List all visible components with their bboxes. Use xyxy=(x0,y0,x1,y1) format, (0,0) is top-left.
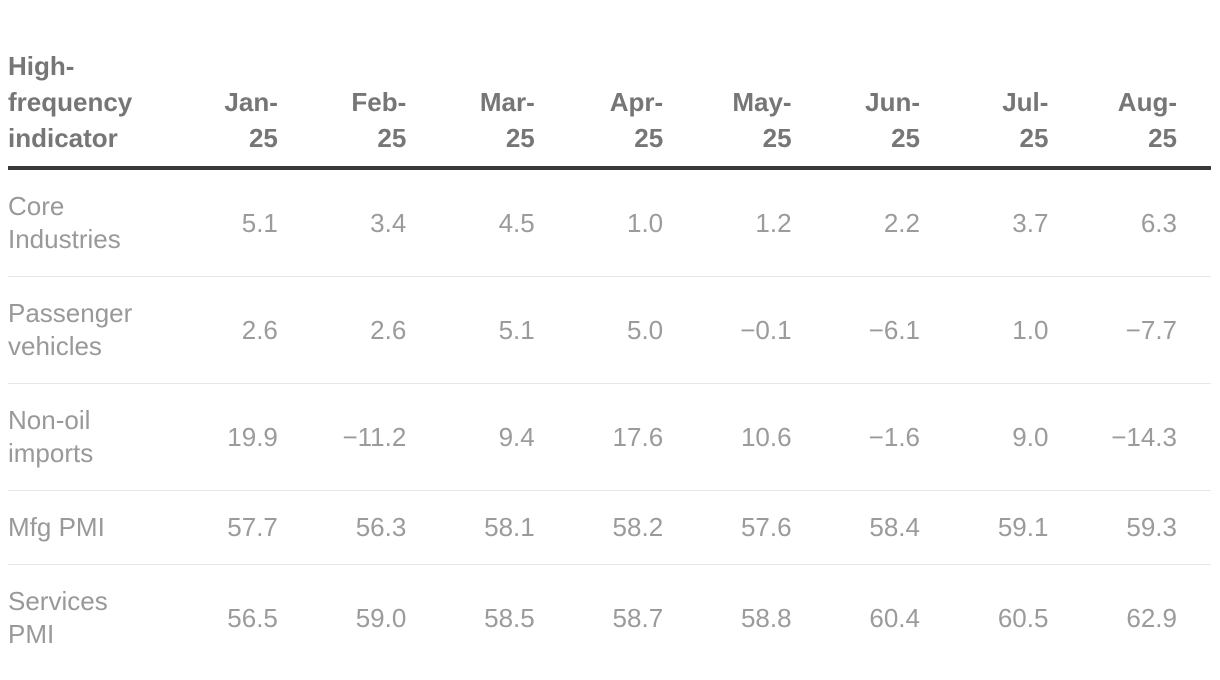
value-cell: −1.6 xyxy=(868,421,920,452)
value-cell: 58.5 xyxy=(484,602,535,633)
value-cell: 60.5 xyxy=(997,602,1049,633)
value-cell: 5.1 xyxy=(241,207,278,238)
value-cell: −14.3 xyxy=(1111,421,1177,452)
row-label-text: Passenger vehicles xyxy=(8,298,133,361)
value-cell: −11.2 xyxy=(342,421,407,452)
table-body: Core Industries 5.1 3.4 4.5 1.0 1.2 2.2 3.7 6.3 P… xyxy=(8,168,1211,671)
value-cell: 3.4 xyxy=(370,207,407,238)
row-label-text: Core Industries xyxy=(8,191,121,254)
table-head: High-frequency indicator Jan- 25 Feb- 25 M… xyxy=(8,48,1211,170)
page: High-frequency indicator Jan- 25 Feb- 25 M… xyxy=(0,48,1220,680)
row-label-text: Non-oil imports xyxy=(8,405,94,468)
value-cell: −6.1 xyxy=(868,314,920,345)
value-cell: 3.7 xyxy=(1012,207,1049,238)
value-cell: 4.5 xyxy=(498,207,535,238)
value-cell: 9.0 xyxy=(1012,421,1049,452)
value-cell: 58.7 xyxy=(612,602,664,633)
value-cell: 62.9 xyxy=(1126,602,1177,633)
col-header-indicator-label: High-frequency indicator xyxy=(8,51,133,153)
row-label: Core Industries xyxy=(8,168,149,277)
value-cell: 57.6 xyxy=(740,512,792,542)
value-cell: 58.4 xyxy=(869,512,920,542)
table-row: Passenger vehicles 2.6 2.6 5.1 5.0 −0.1 −6.1 1.… xyxy=(8,277,1211,384)
col-header-month: Mar- 25 xyxy=(406,48,535,170)
high-frequency-indicators-table: High-frequency indicator Jan- 25 Feb- 25 M… xyxy=(8,48,1211,671)
value-cell: 56.5 xyxy=(227,602,278,633)
value-cell: 9.4 xyxy=(498,421,535,452)
value-cell: 1.0 xyxy=(627,207,664,238)
col-header-month: Aug- 25 xyxy=(1048,48,1211,170)
value-cell: 58.1 xyxy=(484,512,535,542)
value-cell: −7.7 xyxy=(1125,314,1177,345)
col-header-month: May- 25 xyxy=(663,48,792,170)
col-header-month: Jun- 25 xyxy=(791,48,920,170)
col-header-month: Jan- 25 xyxy=(149,48,278,170)
value-cell: 58.8 xyxy=(740,602,792,633)
row-label: Services PMI xyxy=(8,565,149,672)
table-row: Core Industries 5.1 3.4 4.5 1.0 1.2 2.2 3.7 6.3 xyxy=(8,168,1211,277)
value-cell: 5.1 xyxy=(498,314,535,345)
value-cell: 6.3 xyxy=(1140,207,1177,238)
col-header-month: Apr- 25 xyxy=(534,48,664,170)
value-cell: 2.2 xyxy=(883,207,920,238)
table-row: Services PMI 56.5 59.0 58.5 58.7 58.8 60.4 60.5… xyxy=(8,565,1211,672)
table-row: Mfg PMI 57.7 56.3 58.1 58.2 57.6 58.4 59.1 59.3 xyxy=(8,491,1211,565)
value-cell: 1.2 xyxy=(755,207,792,238)
value-cell: −0.1 xyxy=(740,314,792,345)
col-header-month: Feb- 25 xyxy=(277,48,407,170)
col-header-indicator: High-frequency indicator xyxy=(8,48,150,170)
row-label-text: Mfg PMI xyxy=(8,512,105,542)
value-cell: 17.6 xyxy=(612,421,664,452)
value-cell: 5.0 xyxy=(627,314,664,345)
value-cell: 2.6 xyxy=(370,314,407,345)
col-header-month: Jul- 25 xyxy=(920,48,1049,170)
value-cell: 60.4 xyxy=(869,602,920,633)
value-cell: 59.0 xyxy=(355,602,407,633)
row-label-text: Services PMI xyxy=(8,586,108,649)
row-label: Mfg PMI xyxy=(8,491,149,565)
header-row: High-frequency indicator Jan- 25 Feb- 25 M… xyxy=(8,48,1211,170)
value-cell: 56.3 xyxy=(355,512,407,542)
value-cell: 19.9 xyxy=(227,421,278,452)
value-cell: 59.1 xyxy=(997,512,1049,542)
value-cell: 1.0 xyxy=(1012,314,1049,345)
row-label: Non-oil imports xyxy=(8,384,149,491)
value-cell: 57.7 xyxy=(227,512,278,542)
value-cell: 59.3 xyxy=(1126,512,1177,542)
value-cell: 58.2 xyxy=(612,512,664,542)
value-cell: 10.6 xyxy=(740,421,792,452)
row-label: Passenger vehicles xyxy=(8,277,149,384)
table-row: Non-oil imports 19.9 −11.2 9.4 17.6 10.6 −1.6 9… xyxy=(8,384,1211,491)
value-cell: 2.6 xyxy=(241,314,278,345)
